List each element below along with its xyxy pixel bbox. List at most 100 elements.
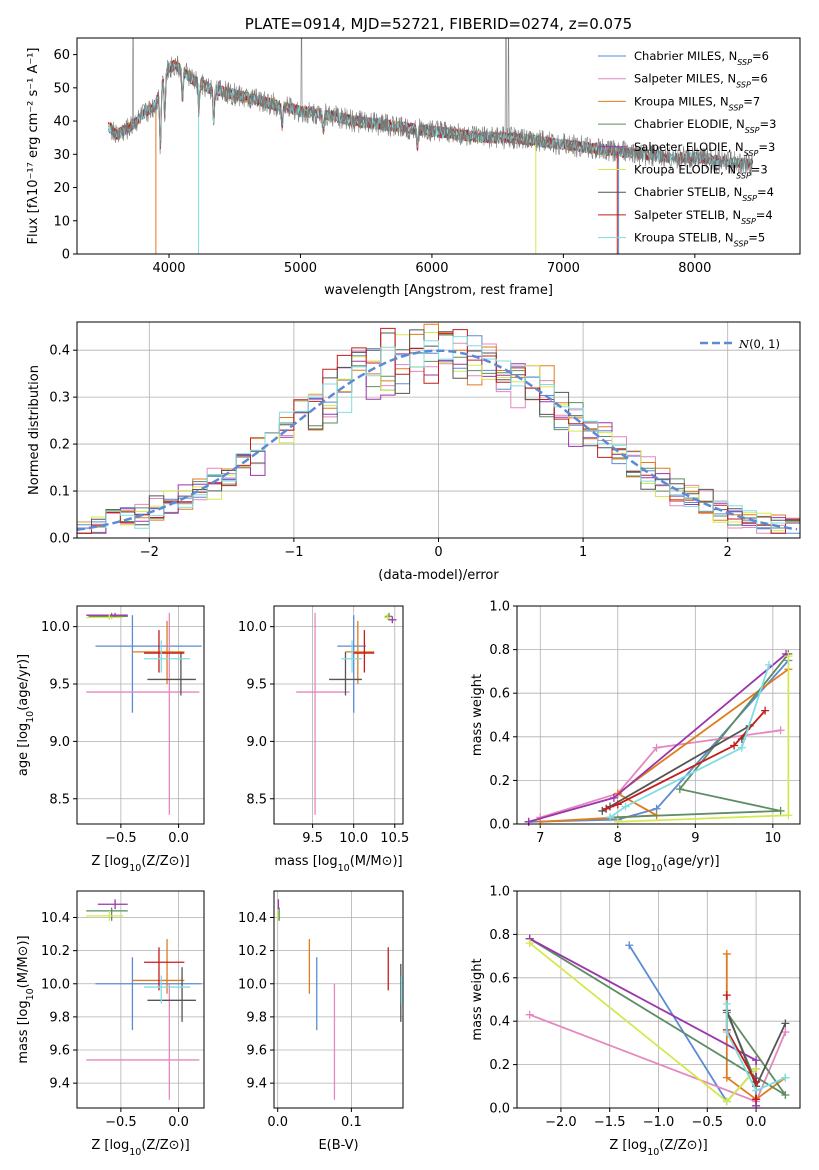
histogram-series (77, 335, 800, 534)
y-tick-label: 10.0 (41, 620, 70, 635)
mass-weight-marker (621, 802, 630, 811)
y-tick-label: 0.1 (49, 485, 70, 500)
x-tick-label: 10.0 (339, 831, 368, 846)
y-tick-label: 9.5 (49, 678, 70, 693)
mass-weight-marker (613, 800, 622, 809)
mass-weight-marker (752, 1095, 761, 1104)
legend-label: Chabrier STELIB, NSSP=4 (634, 185, 774, 203)
y-tick-label: 0.2 (49, 438, 70, 453)
x-tick-label: −0.5 (692, 1115, 724, 1130)
legend-label-sub: SSP (737, 58, 752, 67)
legend-label-sub: SSP (734, 239, 749, 248)
x-tick-label: −2 (140, 545, 159, 560)
spectrum-panel: 4000 5000 6000 7000 8000 0 10 20 30 40 50 60 PLATE=0… (26, 15, 801, 298)
mass-weight-marker (781, 1028, 790, 1037)
x-axis-label-sub: 10 (129, 1147, 141, 1158)
legend-label: Kroupa STELIB, NSSP=5 (634, 231, 765, 249)
mass-weight-marker (776, 806, 785, 815)
x-tick-label: 1 (579, 545, 587, 560)
mass-weight-line (609, 653, 790, 819)
y-axis-label-rest: (age/yr)] (16, 654, 31, 711)
mass-weight-line (605, 710, 766, 810)
y-tick-label: 0.4 (489, 730, 510, 745)
legend-label-rest: =7 (743, 94, 760, 108)
x-tick-label: 7 (536, 831, 544, 846)
x-tick-label: 9 (691, 831, 699, 846)
legend-label-main: Chabrier MILES, N (634, 49, 737, 63)
mass-weight-marker (524, 817, 533, 826)
mass-weight-marker (525, 939, 534, 948)
x-tick-label: 5000 (284, 261, 317, 276)
legend-label-sub: SSP (744, 148, 759, 157)
x-axis-label: wavelength [Angstrom, rest frame] (324, 283, 553, 298)
x-axis-label-rest: (Z/Z⊙)] (141, 1138, 189, 1153)
y-axis-label: mass weight (470, 958, 485, 1040)
y-axis-label-main: age [log (16, 723, 31, 776)
mass-weight-marker (781, 1090, 790, 1099)
plot-frame (76, 890, 205, 1109)
y-tick-label: 0.4 (49, 344, 70, 359)
x-tick-label: 0.0 (168, 1115, 189, 1130)
mass-weight-line (601, 723, 753, 812)
legend-label-rest: =5 (748, 231, 765, 245)
legend-label-main: Kroupa ELODIE, N (634, 163, 736, 177)
y-tick-label: 0.0 (489, 1102, 510, 1117)
y-tick-label: 0.0 (49, 532, 70, 547)
x-axis-label-main: Z [log (91, 854, 129, 869)
x-axis-label-sub: 10 (338, 863, 350, 874)
mass-weight-line (540, 668, 789, 823)
mass-weight-marker (781, 1073, 790, 1082)
mass-weight-line (540, 729, 781, 819)
x-tick-label: 0.0 (746, 1115, 767, 1130)
y-tick-label: 0.2 (489, 774, 510, 789)
y-axis-label: mass [log10(M/M⊙)] (16, 935, 36, 1063)
y-tick-label: 40 (53, 115, 70, 130)
y-tick-label: 9.4 (49, 1077, 70, 1092)
legend-label-rest: (0, 1) (749, 337, 780, 351)
spectrum-data-line (110, 38, 753, 176)
x-axis-label-main: Z [log (609, 1138, 647, 1153)
plot-frame (76, 37, 801, 255)
mass-weight-marker (761, 706, 770, 715)
x-tick-label: −0.5 (105, 831, 137, 846)
y-tick-label: 9.5 (246, 678, 267, 693)
plot-frame (76, 321, 801, 539)
x-tick-label: 10.5 (380, 831, 409, 846)
y-tick-label: 10.4 (41, 911, 70, 926)
age-vs-z-panel: −0.5 0.08.59.09.510.0Z [log10(Z/Z⊙)]age [… (16, 605, 205, 874)
mass-weight-marker (764, 660, 773, 669)
mass-weight-marker (722, 991, 731, 1000)
legend-label-main: Salpeter MILES, N (634, 72, 736, 86)
y-tick-label: 0 (62, 248, 70, 263)
y-tick-label: 8.5 (246, 792, 267, 807)
y-tick-label: 10 (53, 214, 70, 229)
legend-label-sub: SSP (742, 194, 757, 203)
mass-weight-marker (652, 743, 661, 752)
x-axis-label: age [log10(age/yr)] (597, 854, 719, 874)
mass-weight-marker (752, 1064, 761, 1073)
legend-label-main: Kroupa STELIB, N (634, 231, 734, 245)
y-tick-label: 0.4 (489, 1015, 510, 1030)
y-axis-label-sub: 10 (25, 988, 36, 1000)
y-tick-label: 0.8 (489, 928, 510, 943)
y-tick-label: 30 (53, 148, 70, 163)
y-tick-label: 0.2 (489, 1058, 510, 1073)
x-axis-label-main: age [log (597, 854, 650, 869)
plot-frame (273, 890, 404, 1109)
x-tick-label: 10 (765, 831, 782, 846)
plot-frame (516, 890, 801, 1109)
mass-weight-marker (776, 726, 785, 735)
x-tick-label: −0.5 (105, 1115, 137, 1130)
x-tick-label: 0.0 (267, 1115, 288, 1130)
x-tick-label: 0.1 (341, 1115, 362, 1130)
plot-frame (516, 605, 801, 825)
histogram-series (77, 336, 800, 532)
legend-label-sub: SSP (736, 80, 751, 89)
legend-label-rest: =3 (758, 140, 775, 154)
legend-label-sub: SSP (729, 103, 744, 112)
x-axis-label: Z [log10(Z/Z⊙)] (91, 1138, 189, 1158)
x-tick-label: −1.0 (643, 1115, 675, 1130)
legend-label-main: Chabrier STELIB, N (634, 185, 742, 199)
legend-label-rest: =6 (752, 49, 769, 63)
